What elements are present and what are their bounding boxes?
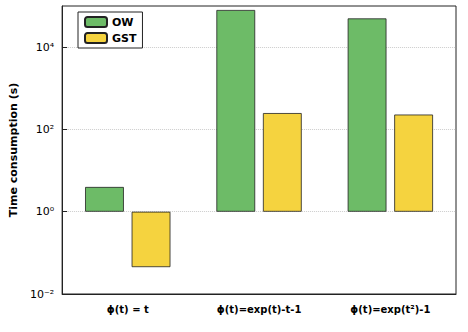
- svg-text:OW: OW: [112, 16, 133, 29]
- svg-text:ϕ(t) = t: ϕ(t) = t: [107, 304, 149, 315]
- svg-text:Time consumption (s): Time consumption (s): [7, 83, 20, 218]
- svg-text:ϕ(t)=exp(t)-t-1: ϕ(t)=exp(t)-t-1: [217, 304, 302, 315]
- svg-text:GST: GST: [112, 32, 137, 45]
- svg-text:10⁻²: 10⁻²: [30, 288, 54, 301]
- svg-text:10²: 10²: [36, 123, 54, 136]
- svg-text:10⁰: 10⁰: [36, 205, 55, 218]
- svg-text:ϕ(t)=exp(t²)-1: ϕ(t)=exp(t²)-1: [350, 304, 430, 315]
- svg-text:10⁴: 10⁴: [36, 41, 55, 54]
